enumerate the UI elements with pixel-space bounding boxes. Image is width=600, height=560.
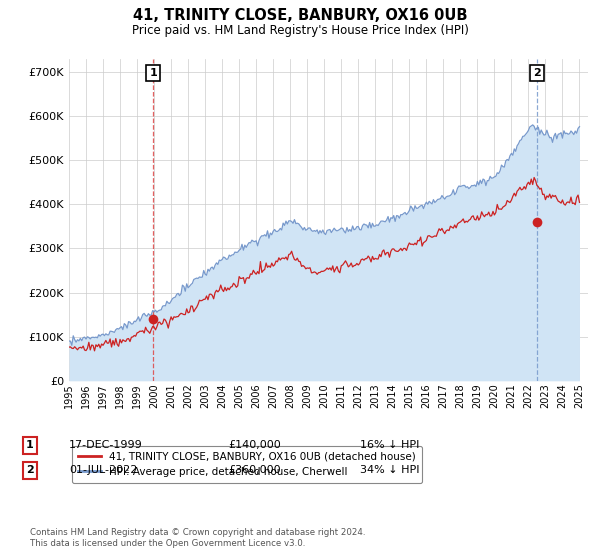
Text: 1: 1 bbox=[26, 440, 34, 450]
Text: 17-DEC-1999: 17-DEC-1999 bbox=[69, 440, 143, 450]
Text: 1: 1 bbox=[149, 68, 157, 78]
Text: £140,000: £140,000 bbox=[228, 440, 281, 450]
Text: 2: 2 bbox=[26, 465, 34, 475]
Text: 01-JUL-2022: 01-JUL-2022 bbox=[69, 465, 137, 475]
Text: 16% ↓ HPI: 16% ↓ HPI bbox=[360, 440, 419, 450]
Text: 41, TRINITY CLOSE, BANBURY, OX16 0UB: 41, TRINITY CLOSE, BANBURY, OX16 0UB bbox=[133, 8, 467, 24]
Text: £360,000: £360,000 bbox=[228, 465, 281, 475]
Text: Price paid vs. HM Land Registry's House Price Index (HPI): Price paid vs. HM Land Registry's House … bbox=[131, 24, 469, 36]
Legend: 41, TRINITY CLOSE, BANBURY, OX16 0UB (detached house), HPI: Average price, detac: 41, TRINITY CLOSE, BANBURY, OX16 0UB (de… bbox=[71, 446, 422, 483]
Text: Contains HM Land Registry data © Crown copyright and database right 2024.
This d: Contains HM Land Registry data © Crown c… bbox=[30, 528, 365, 548]
Text: 2: 2 bbox=[533, 68, 541, 78]
Text: 34% ↓ HPI: 34% ↓ HPI bbox=[360, 465, 419, 475]
